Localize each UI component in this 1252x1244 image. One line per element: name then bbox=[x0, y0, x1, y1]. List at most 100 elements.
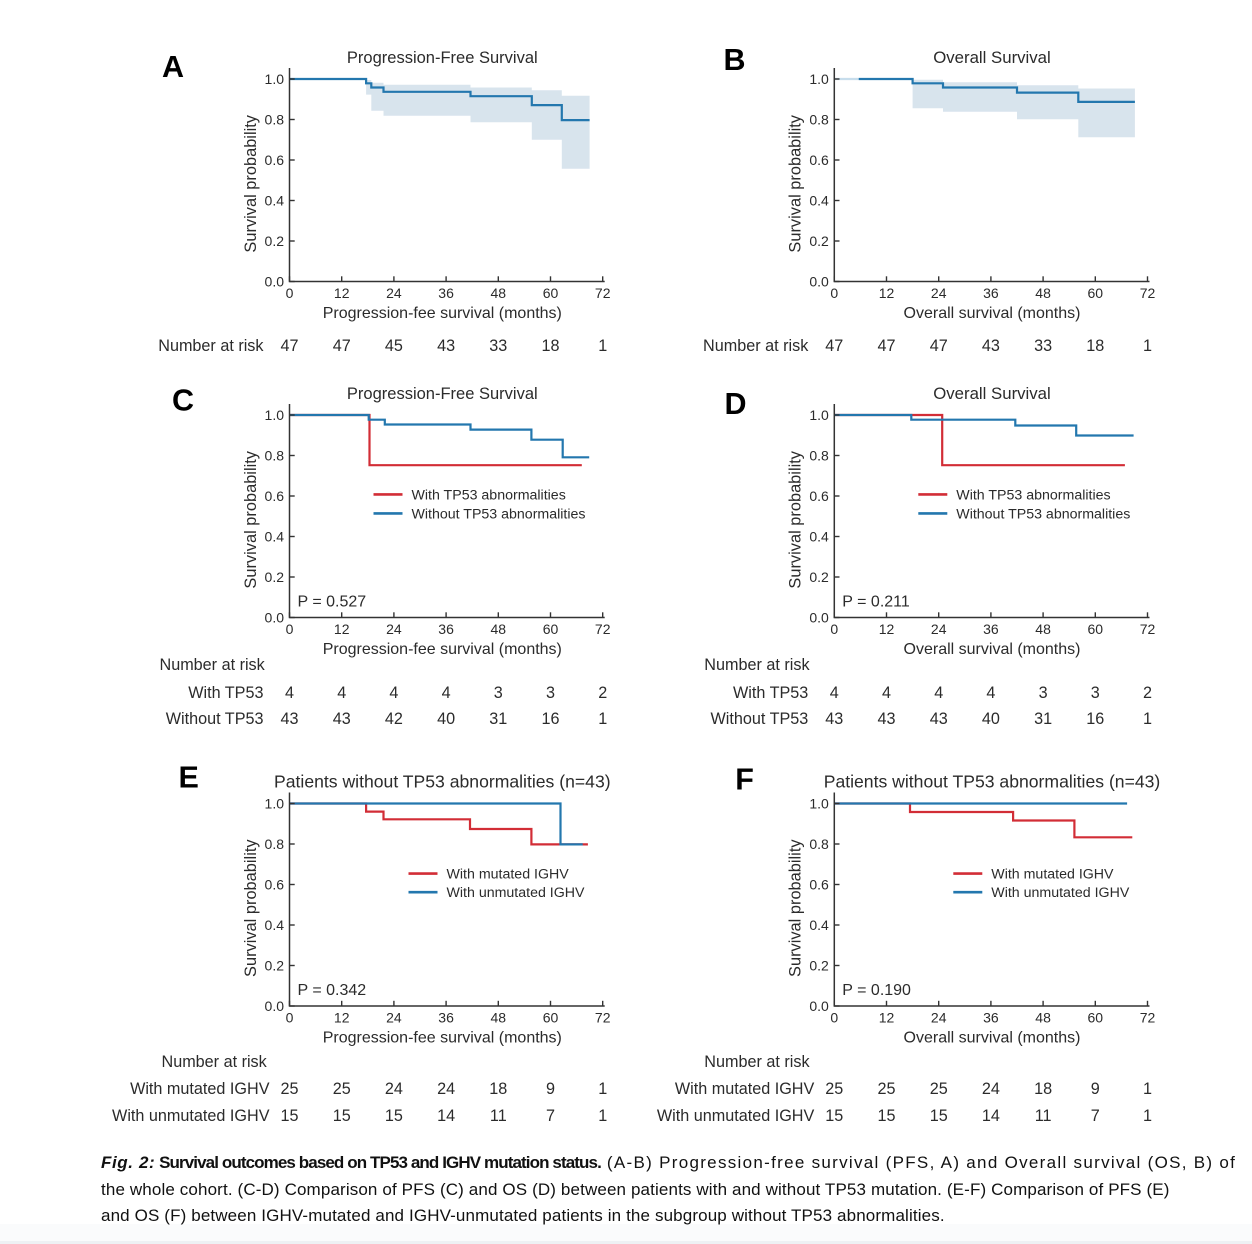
svg-text:25: 25 bbox=[280, 1080, 298, 1098]
svg-text:25: 25 bbox=[877, 1080, 895, 1098]
svg-text:Patients without TP53 abnormal: Patients without TP53 abnormalities (n=4… bbox=[824, 771, 1161, 791]
svg-text:B: B bbox=[724, 43, 746, 77]
svg-text:Overall survival (months): Overall survival (months) bbox=[904, 1029, 1081, 1046]
svg-text:15: 15 bbox=[825, 1107, 843, 1125]
svg-text:0: 0 bbox=[286, 285, 294, 301]
svg-text:Number at risk: Number at risk bbox=[703, 337, 809, 355]
svg-text:0.6: 0.6 bbox=[809, 488, 829, 504]
svg-text:12: 12 bbox=[879, 621, 895, 637]
svg-text:With TP53 abnormalities: With TP53 abnormalities bbox=[412, 487, 566, 503]
svg-text:25: 25 bbox=[825, 1080, 843, 1098]
svg-text:With unmutated IGHV: With unmutated IGHV bbox=[112, 1107, 270, 1125]
svg-text:48: 48 bbox=[491, 1009, 507, 1025]
svg-text:47: 47 bbox=[825, 337, 843, 355]
svg-text:0.0: 0.0 bbox=[809, 610, 829, 626]
svg-text:Without TP53 abnormalities: Without TP53 abnormalities bbox=[956, 506, 1130, 522]
svg-text:0.4: 0.4 bbox=[265, 529, 285, 545]
svg-text:0.2: 0.2 bbox=[809, 569, 829, 585]
svg-text:F: F bbox=[735, 762, 754, 796]
svg-text:0.4: 0.4 bbox=[809, 917, 829, 933]
svg-text:48: 48 bbox=[1035, 621, 1051, 637]
svg-text:31: 31 bbox=[489, 710, 507, 728]
svg-text:D: D bbox=[725, 387, 747, 421]
svg-text:18: 18 bbox=[541, 337, 559, 355]
svg-text:0.4: 0.4 bbox=[265, 193, 285, 209]
svg-text:60: 60 bbox=[543, 621, 559, 637]
svg-text:24: 24 bbox=[931, 1009, 947, 1025]
svg-text:1.0: 1.0 bbox=[265, 796, 285, 812]
svg-text:0.8: 0.8 bbox=[265, 448, 285, 464]
svg-text:72: 72 bbox=[1140, 1009, 1156, 1025]
svg-text:33: 33 bbox=[1034, 337, 1052, 355]
svg-text:1.0: 1.0 bbox=[809, 407, 829, 423]
svg-text:48: 48 bbox=[1035, 285, 1051, 301]
svg-text:12: 12 bbox=[879, 285, 895, 301]
svg-text:1.0: 1.0 bbox=[265, 71, 285, 87]
svg-text:15: 15 bbox=[930, 1107, 948, 1125]
svg-text:40: 40 bbox=[982, 710, 1000, 728]
svg-text:With mutated IGHV: With mutated IGHV bbox=[130, 1080, 270, 1098]
svg-text:25: 25 bbox=[333, 1080, 351, 1098]
svg-text:1: 1 bbox=[598, 337, 607, 355]
svg-text:E: E bbox=[179, 760, 199, 794]
svg-text:0.6: 0.6 bbox=[809, 877, 829, 893]
svg-text:P = 0.211: P = 0.211 bbox=[842, 594, 910, 611]
svg-text:24: 24 bbox=[386, 285, 402, 301]
svg-text:72: 72 bbox=[1140, 285, 1156, 301]
svg-text:Number at risk: Number at risk bbox=[158, 337, 264, 355]
svg-text:A: A bbox=[162, 50, 184, 84]
svg-text:24: 24 bbox=[385, 1080, 403, 1098]
svg-text:0.8: 0.8 bbox=[809, 448, 829, 464]
svg-text:1.0: 1.0 bbox=[809, 796, 829, 812]
svg-text:4: 4 bbox=[337, 684, 346, 702]
svg-text:4: 4 bbox=[285, 684, 294, 702]
svg-text:0.4: 0.4 bbox=[809, 529, 829, 545]
svg-text:Survival probability: Survival probability bbox=[242, 839, 260, 977]
svg-text:36: 36 bbox=[438, 285, 454, 301]
svg-text:Progression-fee survival (mont: Progression-fee survival (months) bbox=[323, 305, 562, 322]
svg-text:With TP53: With TP53 bbox=[733, 684, 808, 702]
svg-text:Survival probability: Survival probability bbox=[242, 114, 260, 252]
svg-text:With unmutated IGHV: With unmutated IGHV bbox=[447, 885, 586, 901]
svg-text:0: 0 bbox=[830, 285, 838, 301]
svg-text:1: 1 bbox=[1143, 1080, 1152, 1098]
svg-text:P = 0.342: P = 0.342 bbox=[298, 982, 367, 999]
svg-text:48: 48 bbox=[491, 285, 507, 301]
svg-text:47: 47 bbox=[930, 337, 948, 355]
svg-text:7: 7 bbox=[1091, 1107, 1100, 1125]
svg-text:Overall Survival: Overall Survival bbox=[933, 48, 1051, 67]
svg-text:0.0: 0.0 bbox=[265, 610, 285, 626]
svg-text:Survival probability: Survival probability bbox=[787, 114, 805, 252]
svg-text:Without TP53 abnormalities: Without TP53 abnormalities bbox=[412, 506, 586, 522]
svg-text:12: 12 bbox=[334, 285, 350, 301]
svg-text:36: 36 bbox=[983, 621, 999, 637]
svg-text:1: 1 bbox=[598, 710, 607, 728]
svg-text:0.6: 0.6 bbox=[809, 152, 829, 168]
svg-text:9: 9 bbox=[1091, 1080, 1100, 1098]
svg-text:0.8: 0.8 bbox=[265, 836, 285, 852]
svg-text:31: 31 bbox=[1034, 710, 1052, 728]
svg-text:0.2: 0.2 bbox=[809, 233, 829, 249]
svg-text:3: 3 bbox=[1039, 684, 1048, 702]
svg-text:47: 47 bbox=[280, 337, 298, 355]
svg-text:With mutated IGHV: With mutated IGHV bbox=[991, 867, 1114, 883]
svg-text:Survival probability: Survival probability bbox=[242, 450, 260, 588]
svg-text:0: 0 bbox=[286, 621, 294, 637]
svg-text:0.4: 0.4 bbox=[265, 917, 285, 933]
svg-text:1: 1 bbox=[1143, 710, 1152, 728]
svg-text:0.6: 0.6 bbox=[265, 152, 285, 168]
svg-text:14: 14 bbox=[437, 1107, 455, 1125]
svg-text:2: 2 bbox=[598, 684, 607, 702]
svg-text:Progression-fee survival (mont: Progression-fee survival (months) bbox=[323, 1029, 562, 1046]
svg-text:0.0: 0.0 bbox=[265, 274, 285, 290]
svg-text:0.8: 0.8 bbox=[265, 112, 285, 128]
svg-text:0: 0 bbox=[830, 621, 838, 637]
svg-text:3: 3 bbox=[494, 684, 503, 702]
svg-text:4: 4 bbox=[986, 684, 995, 702]
svg-text:Progression-Free Survival: Progression-Free Survival bbox=[347, 49, 538, 67]
svg-text:72: 72 bbox=[595, 285, 611, 301]
svg-text:45: 45 bbox=[385, 337, 403, 355]
svg-text:4: 4 bbox=[389, 684, 398, 702]
svg-text:12: 12 bbox=[334, 621, 350, 637]
svg-text:36: 36 bbox=[438, 621, 454, 637]
